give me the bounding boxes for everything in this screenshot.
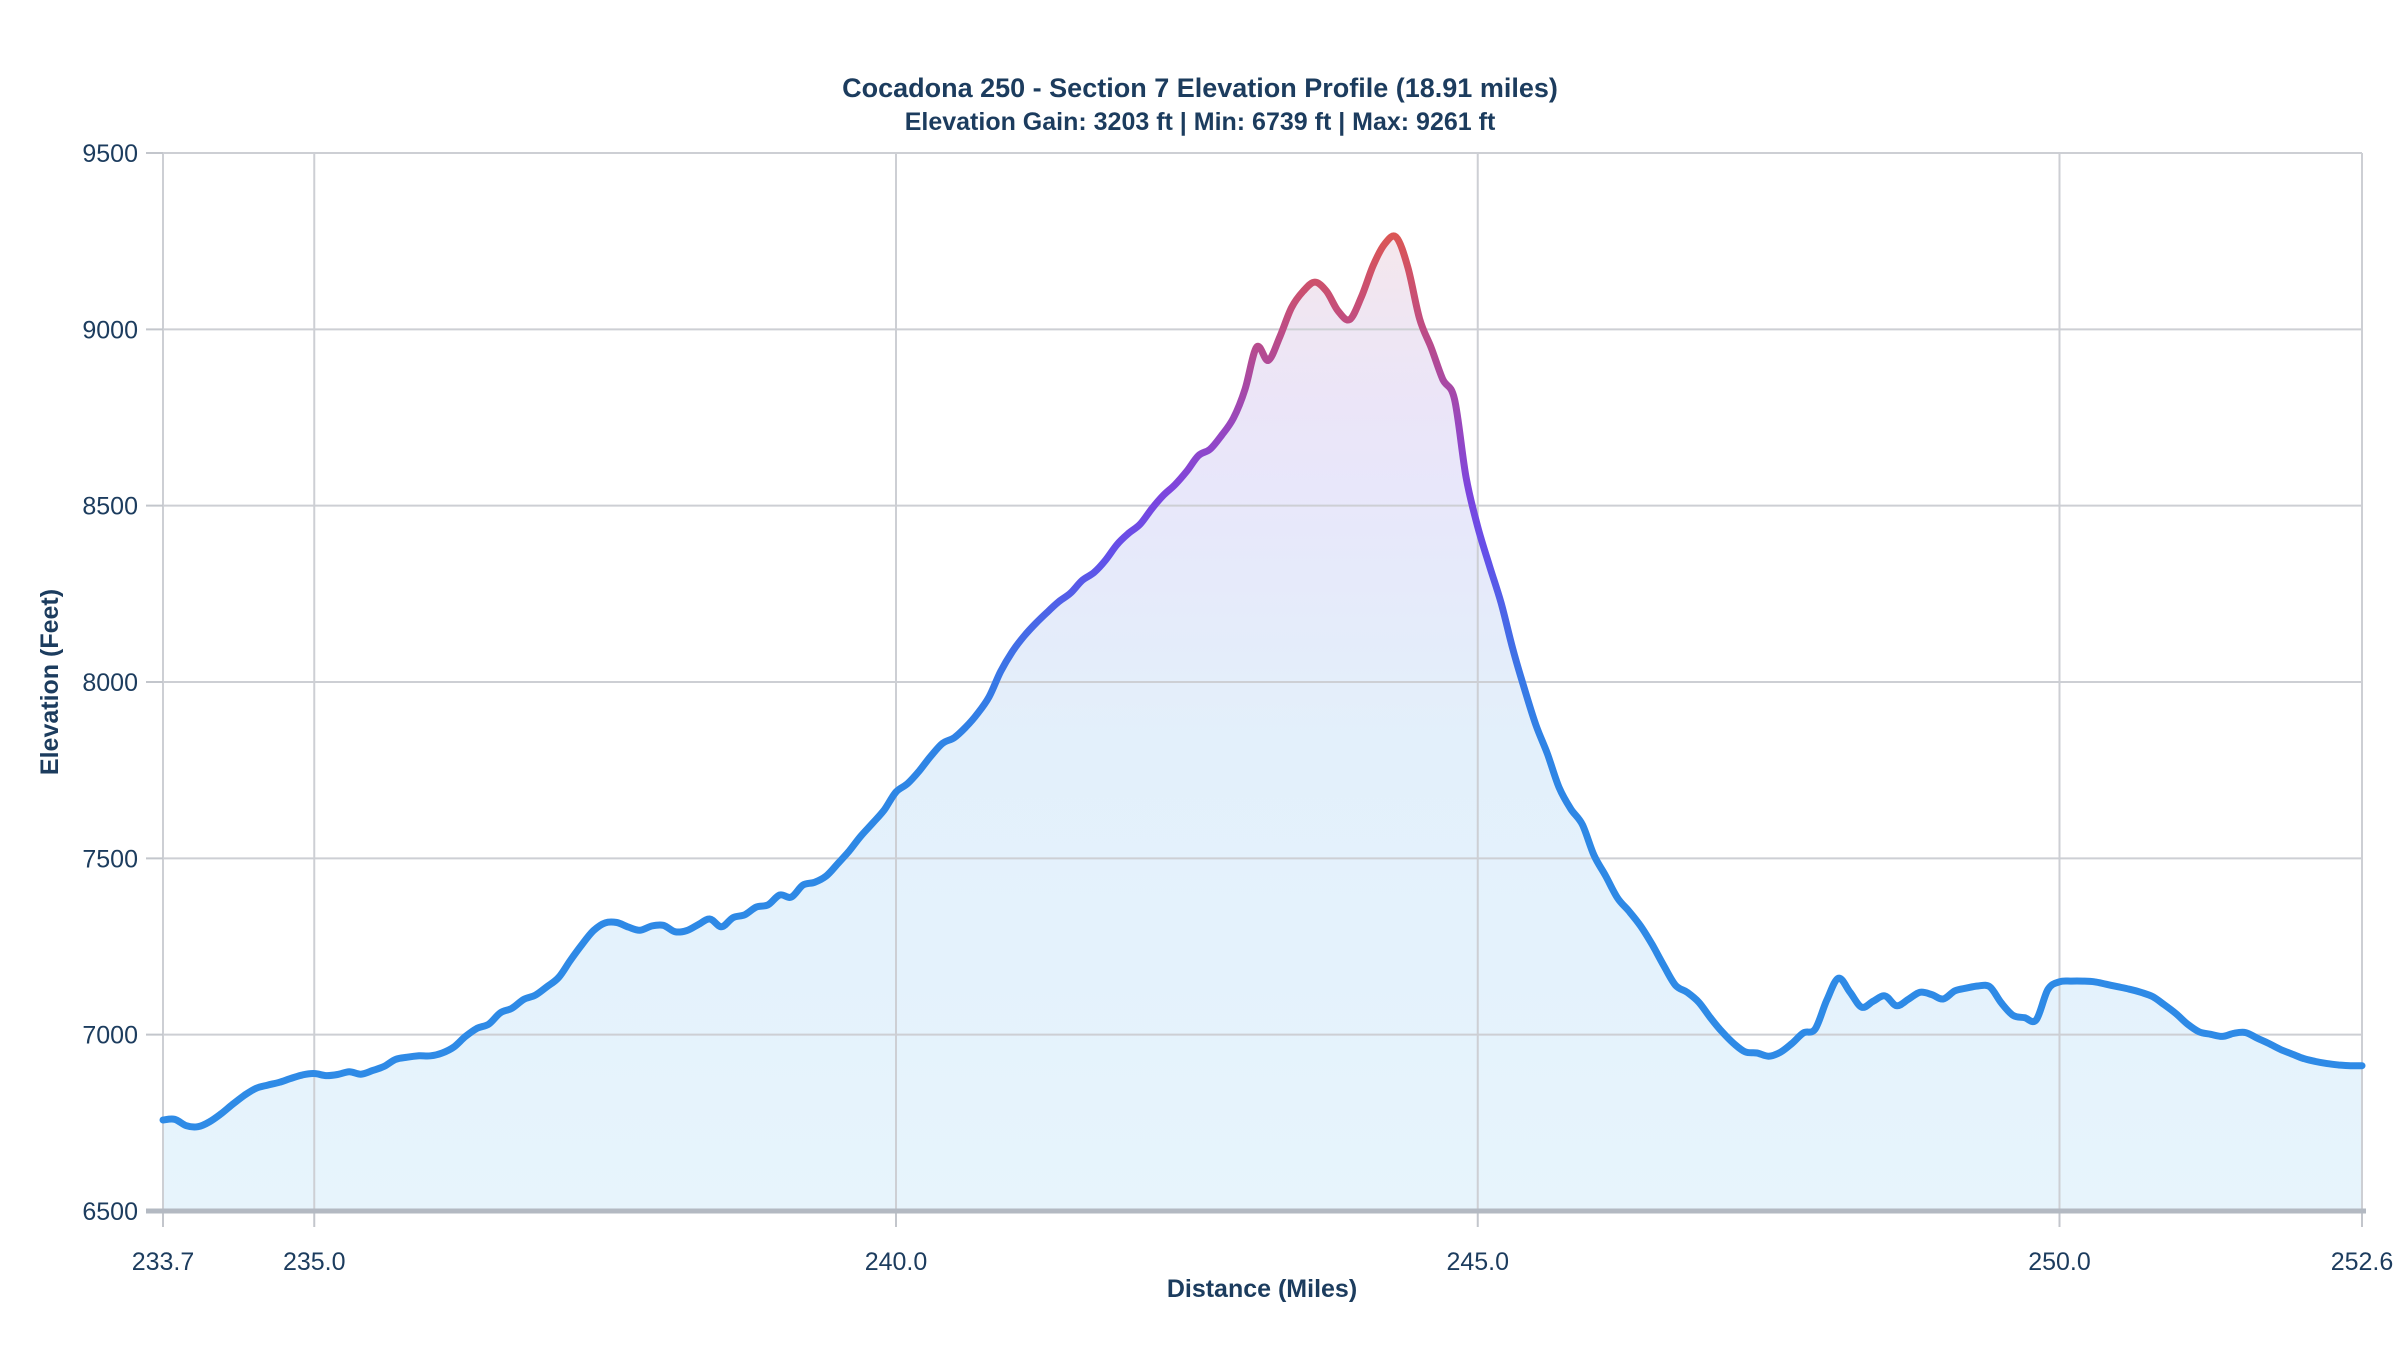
x-tick-label: 235.0 — [283, 1248, 346, 1276]
chart-subtitle: Elevation Gain: 3203 ft | Min: 6739 ft |… — [905, 108, 1496, 136]
y-tick-label: 7000 — [82, 1022, 138, 1050]
y-tick-label: 9500 — [82, 140, 138, 168]
chart-title: Cocadona 250 - Section 7 Elevation Profi… — [842, 73, 1558, 103]
y-axis-title: Elevation (Feet) — [36, 589, 64, 775]
elevation-profile-line — [159, 232, 2366, 1131]
x-axis-title: Distance (Miles) — [1167, 1275, 1357, 1303]
grid-layer — [162, 152, 2363, 1212]
y-tick-label: 6500 — [82, 1198, 138, 1226]
x-tick-label: 245.0 — [1446, 1248, 1509, 1276]
x-tick-label: 240.0 — [865, 1248, 928, 1276]
y-tick-label: 9000 — [82, 316, 138, 344]
x-tick-label: 252.6 — [2331, 1248, 2394, 1276]
axis-layer — [146, 152, 2366, 1227]
y-tick-label: 7500 — [82, 845, 138, 873]
elevation-area-fill — [163, 235, 2362, 1211]
x-tick-label: 233.7 — [132, 1248, 195, 1276]
x-tick-label: 250.0 — [2028, 1248, 2091, 1276]
y-tick-label: 8500 — [82, 493, 138, 521]
tick-label-layer: 6500 7000 7500 8000 8500 9000 9500 233.7 235.0 24… — [82, 140, 2393, 1276]
y-tick-label: 8000 — [82, 669, 138, 697]
